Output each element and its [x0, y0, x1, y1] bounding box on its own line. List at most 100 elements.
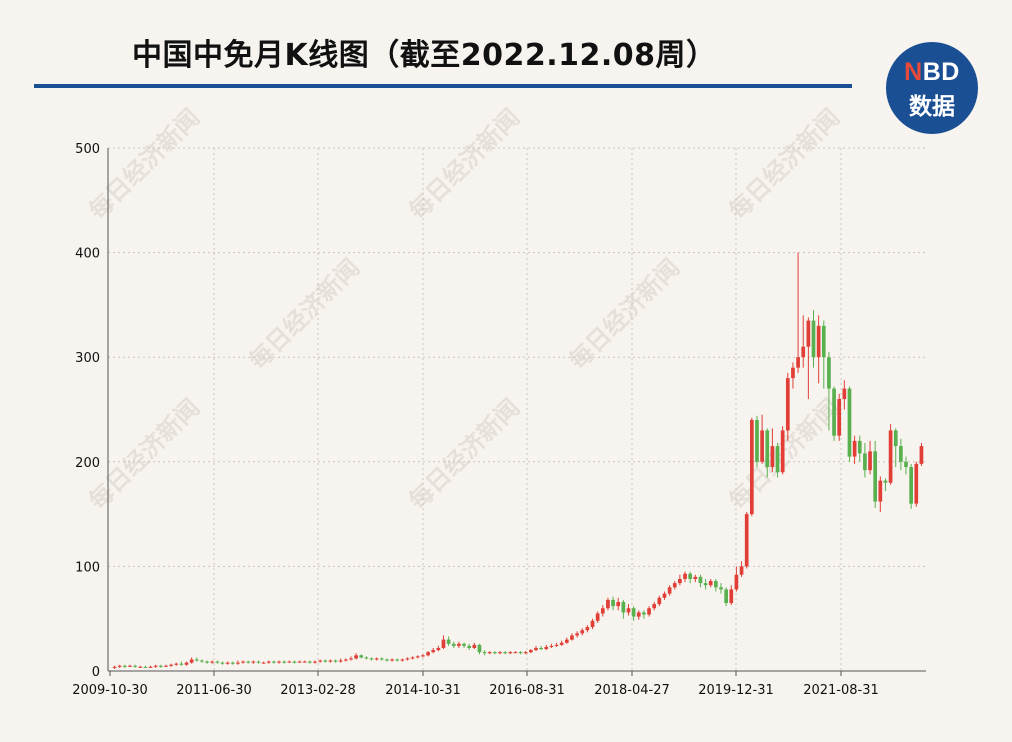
x-tick-label: 2016-08-31	[489, 683, 565, 698]
candle-body	[600, 608, 605, 614]
candle-body	[498, 652, 502, 654]
candle-body	[863, 453, 867, 471]
candle-body	[436, 647, 441, 651]
candle-body	[379, 658, 384, 660]
y-tick-label: 0	[92, 665, 100, 680]
candle-body	[616, 601, 621, 607]
candle-body	[636, 612, 641, 617]
candle-body	[354, 655, 358, 659]
candle-body	[595, 613, 600, 621]
candle-body	[662, 593, 667, 598]
candle-body	[714, 581, 718, 588]
candle-body	[266, 661, 271, 663]
x-tick-label: 2019-12-31	[698, 683, 774, 698]
candle-body	[421, 655, 425, 657]
x-tick-label: 2011-06-30	[176, 683, 252, 698]
candle-body	[282, 661, 287, 663]
candle-body	[719, 587, 723, 590]
y-tick-label: 500	[75, 142, 100, 157]
candle-body	[611, 599, 615, 607]
candle-body	[215, 661, 220, 663]
candle-body	[575, 633, 579, 636]
candle-body	[801, 346, 806, 358]
candle-body	[133, 665, 137, 667]
candle-body	[883, 480, 888, 483]
candle-body	[683, 573, 687, 579]
candle-body	[744, 514, 749, 567]
candle-body	[621, 601, 626, 613]
candle-body	[791, 367, 795, 379]
candle-body	[893, 430, 898, 447]
candle-body	[606, 599, 610, 609]
candle-body	[194, 659, 199, 661]
candle-body	[678, 578, 682, 584]
candle-body	[462, 643, 466, 646]
candle-body	[513, 652, 518, 654]
watermark-text: 每日经济新闻	[84, 104, 206, 226]
candle-body	[338, 660, 343, 662]
candle-body	[534, 647, 538, 651]
candle-body	[842, 388, 847, 400]
candle-body	[297, 661, 302, 663]
candle-body	[657, 597, 662, 605]
candle-body	[765, 430, 770, 468]
candle-body	[559, 642, 564, 645]
candle-body	[904, 461, 908, 468]
candle-body	[112, 666, 117, 668]
candle-body	[405, 658, 410, 660]
candle-body	[811, 320, 816, 358]
candle-body	[256, 661, 261, 663]
candle-body	[852, 440, 857, 457]
candle-body	[729, 589, 734, 604]
candle-body	[169, 664, 173, 666]
x-tick-label: 2018-04-27	[594, 683, 670, 698]
candle-body	[189, 659, 194, 663]
candle-body	[539, 647, 543, 650]
candle-body	[292, 661, 297, 663]
watermark-text: 每日经济新闻	[84, 394, 206, 516]
candle-body	[508, 652, 513, 654]
candle-body	[261, 662, 266, 664]
candle-body	[585, 627, 590, 631]
candle-body	[755, 419, 759, 462]
candle-body	[503, 652, 508, 654]
candle-body	[570, 635, 574, 640]
candle-body	[302, 661, 307, 663]
candle-body	[349, 658, 353, 660]
candle-body	[482, 652, 487, 654]
candle-body	[477, 644, 482, 653]
y-tick-label: 100	[75, 560, 100, 575]
candle-body	[148, 666, 153, 668]
candle-body	[518, 652, 523, 654]
candle-body	[277, 661, 281, 663]
chart-title: 中国中免月K线图（截至2022.12.08周）	[132, 38, 717, 73]
candle-body	[230, 662, 235, 664]
candle-body	[631, 608, 636, 617]
candle-body	[642, 612, 646, 615]
candle-body	[415, 656, 420, 658]
candle-body	[816, 325, 821, 358]
candle-body	[184, 662, 189, 665]
candle-body	[821, 325, 826, 358]
candle-body	[837, 399, 842, 436]
candle-body	[749, 419, 754, 515]
candle-body	[287, 661, 292, 663]
candle-body	[236, 662, 240, 664]
candle-body	[251, 661, 256, 663]
watermark-text: 每日经济新闻	[724, 104, 846, 226]
candle-body	[395, 659, 400, 661]
candle-body	[431, 650, 436, 653]
nbd-data-logo: NBD 数据	[886, 42, 978, 134]
candle-body	[827, 357, 831, 389]
candle-body	[467, 645, 472, 648]
candle-body	[564, 639, 569, 643]
candle-body	[914, 463, 919, 504]
candle-body	[667, 587, 672, 594]
candle-body	[179, 663, 184, 665]
candle-body	[590, 620, 595, 628]
candle-body	[210, 661, 215, 663]
x-tick-label: 2021-08-31	[803, 683, 879, 698]
candle-body	[775, 446, 780, 473]
candle-body	[164, 665, 168, 667]
candle-body	[734, 574, 739, 590]
